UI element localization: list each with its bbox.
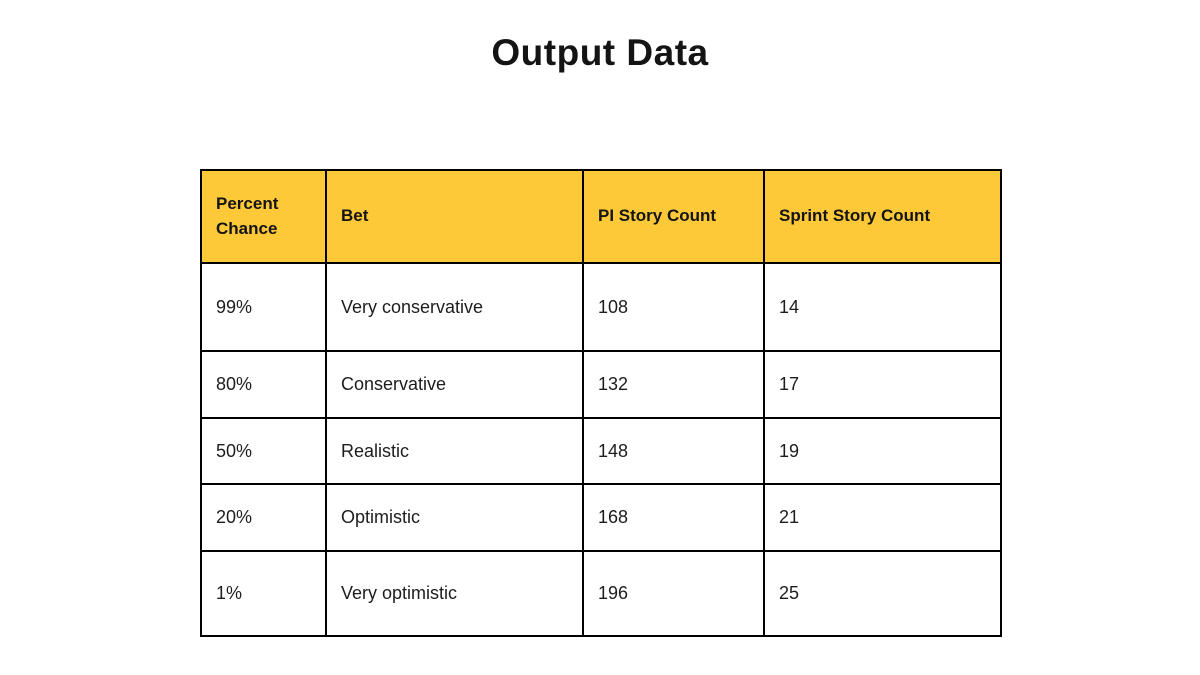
cell-percent-chance: 1%	[200, 550, 327, 637]
table-row: 1% Very optimistic 196 25	[200, 550, 1002, 637]
cell-bet: Realistic	[325, 417, 584, 485]
cell-bet: Very optimistic	[325, 550, 584, 637]
cell-bet: Conservative	[325, 350, 584, 419]
cell-sprint-story-count: 19	[763, 417, 1002, 485]
table-header-row: Percent Chance Bet PI Story Count Sprint…	[200, 169, 1002, 264]
cell-pi-story-count: 196	[582, 550, 765, 637]
cell-bet: Optimistic	[325, 483, 584, 552]
column-header-percent-chance: Percent Chance	[200, 169, 327, 264]
table-row: 50% Realistic 148 19	[200, 417, 1002, 485]
cell-pi-story-count: 168	[582, 483, 765, 552]
cell-pi-story-count: 108	[582, 262, 765, 352]
cell-percent-chance: 20%	[200, 483, 327, 552]
page-title: Output Data	[491, 32, 709, 73]
cell-pi-story-count: 148	[582, 417, 765, 485]
column-header-sprint-story-count: Sprint Story Count	[763, 169, 1002, 264]
output-data-table: Percent Chance Bet PI Story Count Sprint…	[200, 169, 1002, 637]
cell-percent-chance: 50%	[200, 417, 327, 485]
cell-sprint-story-count: 14	[763, 262, 1002, 352]
cell-sprint-story-count: 21	[763, 483, 1002, 552]
cell-pi-story-count: 132	[582, 350, 765, 419]
column-header-bet: Bet	[325, 169, 584, 264]
cell-sprint-story-count: 25	[763, 550, 1002, 637]
column-header-pi-story-count: PI Story Count	[582, 169, 765, 264]
cell-percent-chance: 80%	[200, 350, 327, 419]
table-row: 99% Very conservative 108 14	[200, 262, 1002, 352]
cell-bet: Very conservative	[325, 262, 584, 352]
cell-sprint-story-count: 17	[763, 350, 1002, 419]
cell-percent-chance: 99%	[200, 262, 327, 352]
table-row: 20% Optimistic 168 21	[200, 483, 1002, 552]
table-row: 80% Conservative 132 17	[200, 350, 1002, 419]
